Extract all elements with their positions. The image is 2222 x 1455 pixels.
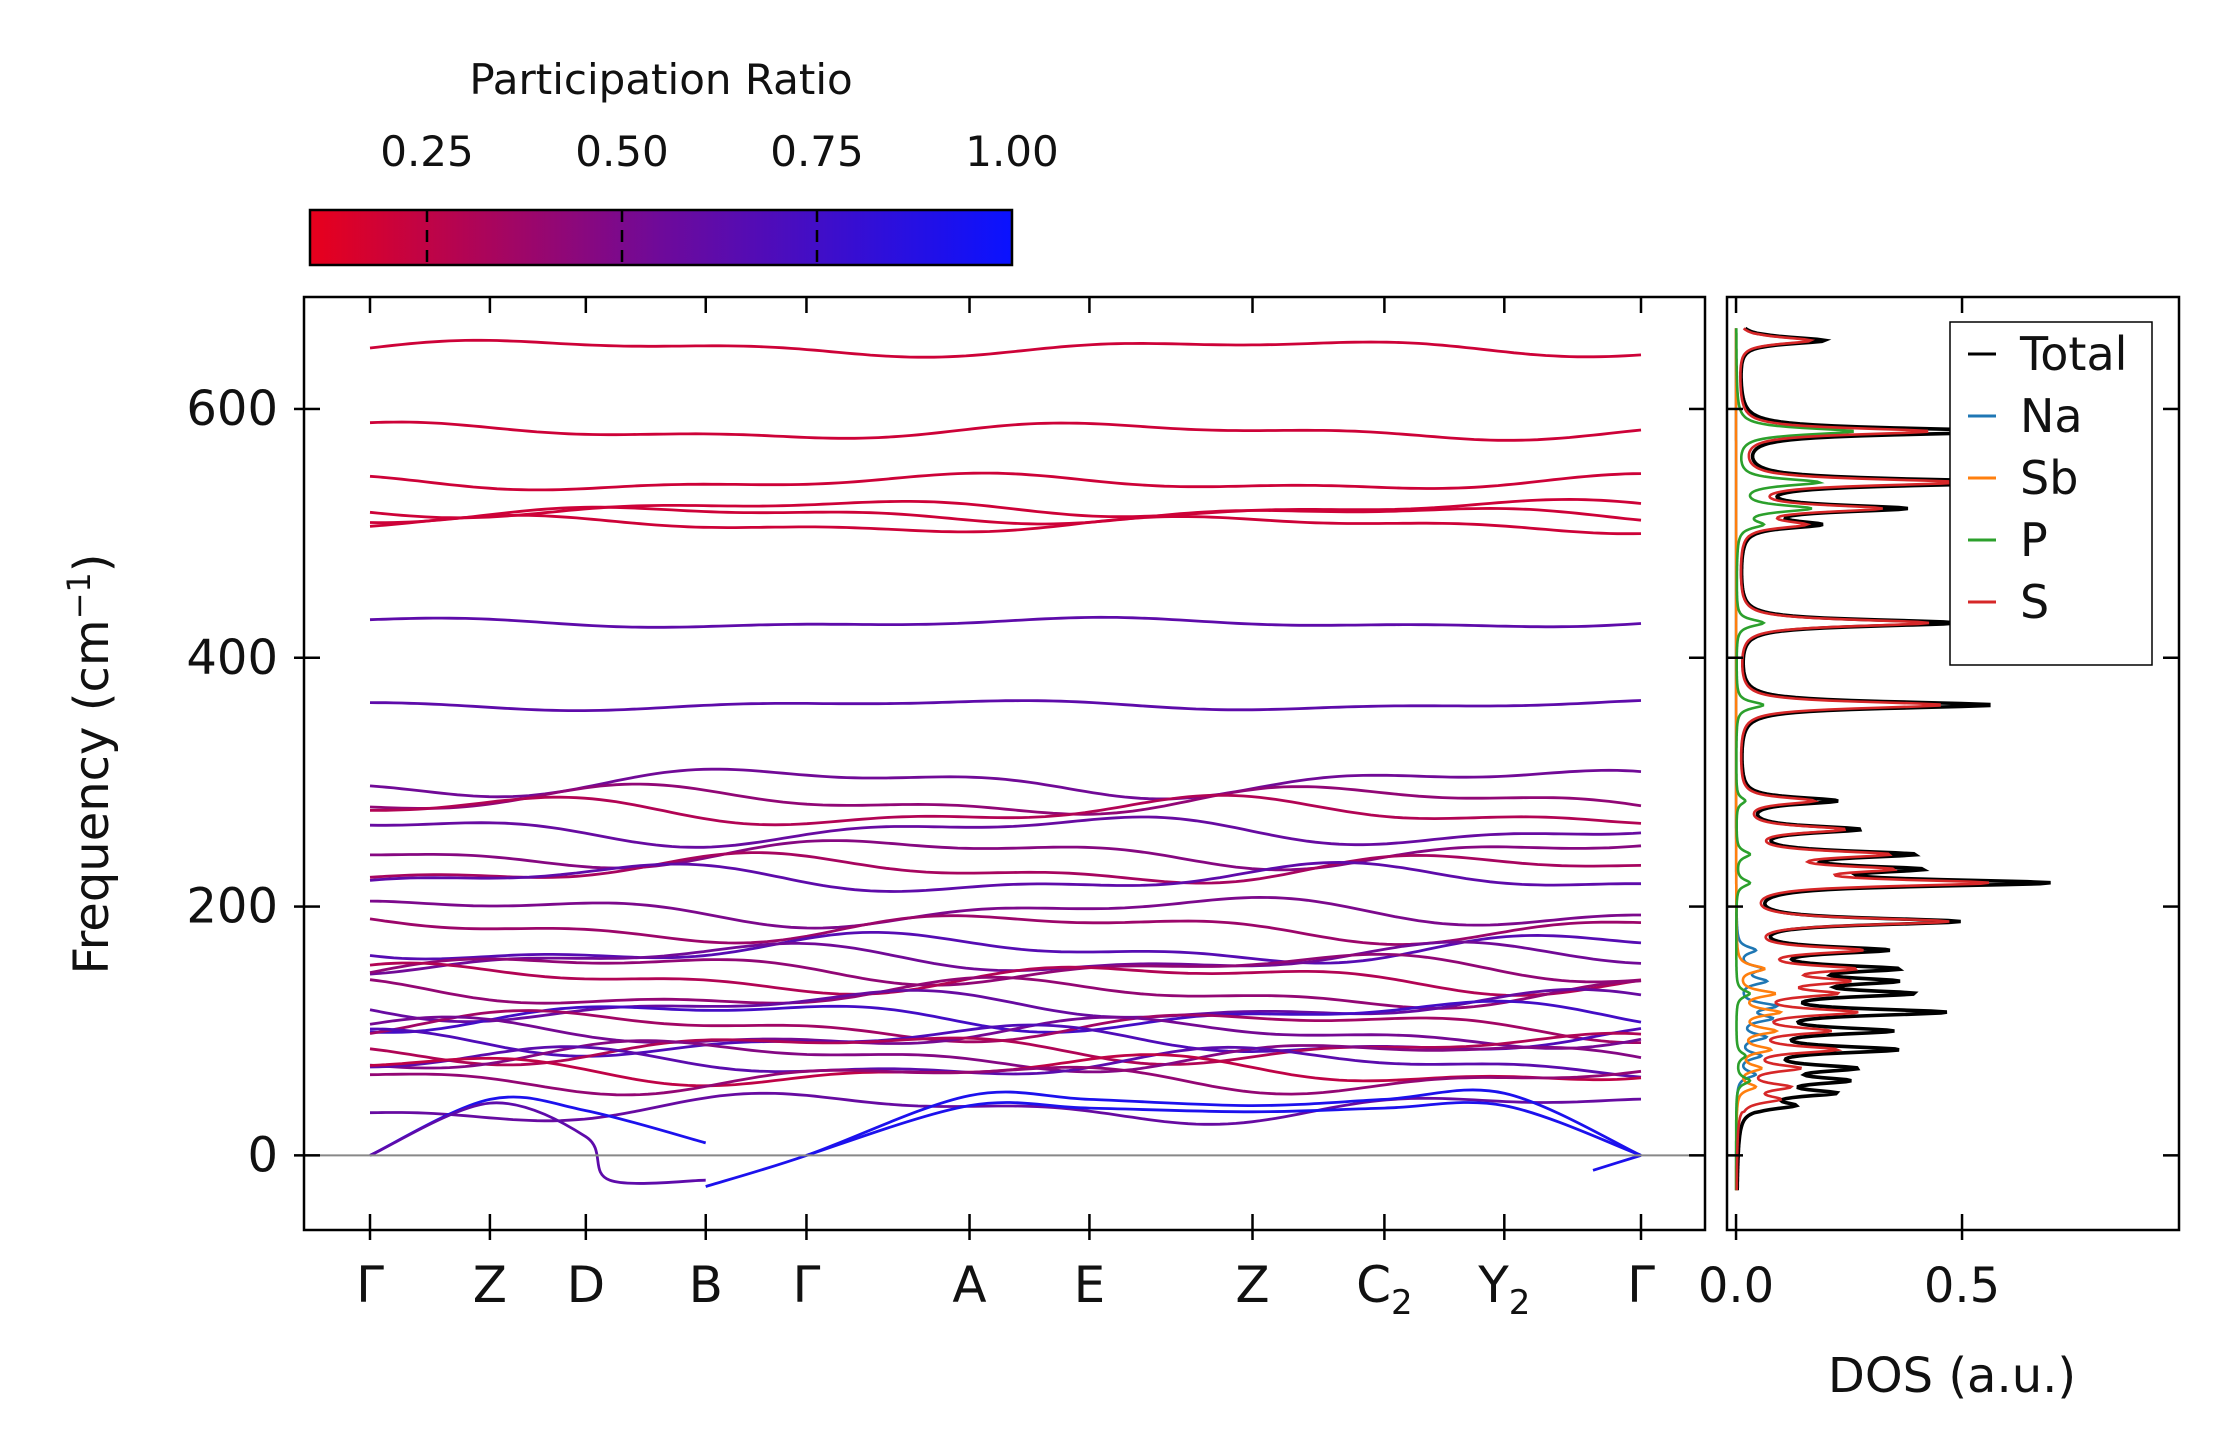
colorbar-tick-label: 0.50 bbox=[575, 127, 669, 176]
y-tick-label: 600 bbox=[186, 381, 278, 437]
dos-curve-p bbox=[1734, 328, 1854, 1191]
kpoint-label: E bbox=[1074, 1256, 1106, 1314]
colorbar-title: Participation Ratio bbox=[469, 55, 852, 104]
colorbar-tick-label: 0.25 bbox=[380, 127, 474, 176]
optical-band bbox=[369, 961, 1642, 997]
kpoint-label: Z bbox=[1235, 1256, 1269, 1314]
kpoint-label: Y2 bbox=[1477, 1256, 1530, 1323]
kpoint-label: Γ bbox=[793, 1256, 821, 1314]
y-tick-label: 0 bbox=[247, 1127, 278, 1183]
dos-x-axis-label: DOS (a.u.) bbox=[1828, 1348, 2076, 1404]
dos-y-ticks bbox=[1727, 407, 2179, 1157]
band-structure-panel: 0 200 400 600 Γ Z D B Γ A E Z C2 Y2 Γ Frequency (cm−1… bbox=[60, 295, 1707, 1323]
optical-band bbox=[370, 839, 1642, 872]
legend-label: Total bbox=[2019, 327, 2127, 381]
band-lines bbox=[369, 338, 1642, 1188]
dos-curves bbox=[1734, 326, 2051, 1191]
y-axis-label: Frequency (cm−1) bbox=[60, 553, 120, 974]
legend-label: S bbox=[2020, 575, 2049, 629]
optical-band bbox=[369, 1031, 1642, 1067]
optical-band bbox=[369, 815, 1642, 849]
optical-band bbox=[369, 999, 1642, 1034]
optical-band bbox=[369, 497, 1642, 520]
optical-band bbox=[369, 505, 1642, 526]
kpoint-label: C2 bbox=[1356, 1256, 1413, 1323]
colorbar-tick-label: 1.00 bbox=[965, 127, 1059, 176]
colorbar: Participation Ratio 0.25 0.50 0.75 1.00 bbox=[308, 55, 1059, 267]
optical-band bbox=[369, 699, 1642, 712]
kpoint-label: Z bbox=[473, 1256, 507, 1314]
kpoint-ticks: Γ Z D B Γ A E Z C2 Y2 Γ bbox=[356, 297, 1655, 1323]
optical-band bbox=[369, 420, 1642, 442]
y-tick-label: 400 bbox=[186, 630, 278, 686]
optical-band bbox=[369, 1045, 1642, 1079]
optical-band bbox=[369, 940, 1642, 976]
kpoint-label: Γ bbox=[356, 1256, 384, 1314]
kpoint-label: A bbox=[952, 1256, 986, 1314]
y-tick-label: 200 bbox=[186, 879, 278, 935]
optical-band bbox=[369, 1065, 1642, 1097]
dos-x-tick-label: 0.0 bbox=[1698, 1258, 1774, 1314]
legend-label: Na bbox=[2020, 389, 2083, 443]
optical-band bbox=[369, 1015, 1642, 1050]
kpoint-label: B bbox=[689, 1256, 723, 1314]
optical-band bbox=[369, 914, 1642, 946]
optical-band bbox=[369, 782, 1642, 816]
optical-band bbox=[369, 931, 1642, 965]
dos-x-tick-label: 0.5 bbox=[1924, 1258, 2000, 1314]
optical-band bbox=[369, 471, 1642, 492]
optical-band bbox=[369, 513, 1642, 536]
dos-x-ticks: 0.0 0.5 bbox=[1698, 297, 2000, 1314]
kpoint-label: D bbox=[567, 1256, 606, 1314]
legend-label: P bbox=[2020, 513, 2048, 567]
optical-band bbox=[369, 851, 1642, 885]
acoustic-band bbox=[369, 1095, 707, 1157]
kpoint-label: Γ bbox=[1627, 1256, 1655, 1314]
band-y-ticks: 0 200 400 600 bbox=[186, 381, 1705, 1183]
dos-legend: Total Na Sb PS bbox=[1949, 321, 2153, 666]
acoustic-band bbox=[1592, 1154, 1642, 1172]
optical-band bbox=[369, 1091, 1642, 1126]
dos-panel: 0.0 0.5 DOS (a.u.) Total Na Sb PS bbox=[1698, 295, 2181, 1404]
dos-plot-frame bbox=[1725, 295, 2181, 1232]
optical-band bbox=[369, 615, 1642, 629]
legend-box bbox=[1949, 321, 2153, 666]
band-plot-frame bbox=[302, 295, 1707, 1232]
colorbar-gradient bbox=[308, 208, 1014, 267]
optical-band bbox=[369, 860, 1641, 893]
legend-label: Sb bbox=[2020, 451, 2078, 505]
optical-band bbox=[369, 988, 1642, 1024]
optical-band bbox=[369, 895, 1641, 930]
acoustic-band bbox=[806, 1101, 1642, 1157]
acoustic-band bbox=[369, 1101, 706, 1185]
colorbar-tick-label: 0.75 bbox=[770, 127, 864, 176]
optical-band bbox=[370, 793, 1642, 827]
colorbar-ticks: 0.25 0.50 0.75 1.00 bbox=[380, 127, 1059, 265]
optical-band bbox=[369, 338, 1642, 359]
dos-curve-s bbox=[1735, 327, 1990, 1191]
optical-band bbox=[369, 767, 1642, 801]
